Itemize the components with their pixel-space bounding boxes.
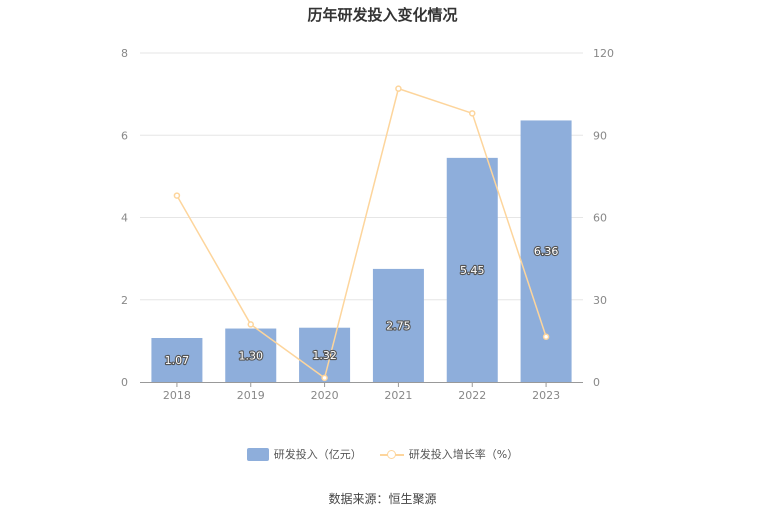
x-tick-label: 2021 bbox=[384, 389, 412, 402]
x-tick-label: 2022 bbox=[458, 389, 486, 402]
growth-line bbox=[176, 87, 547, 380]
y-left-tick-label: 0 bbox=[121, 376, 128, 389]
bar-data-label: 1.07 bbox=[165, 354, 190, 367]
bar-data-label: 6.36 bbox=[534, 245, 559, 258]
x-tick-label: 2019 bbox=[237, 389, 265, 402]
x-tick-label: 2020 bbox=[311, 389, 339, 402]
chart-title: 历年研发投入变化情况 bbox=[307, 6, 458, 24]
legend-item-growth-rate[interactable]: 研发投入增长率（%） bbox=[379, 446, 519, 462]
growth-point bbox=[173, 192, 181, 199]
y-left-tick-label: 2 bbox=[121, 294, 128, 307]
data-source-note: 数据来源：恒生聚源 bbox=[328, 492, 437, 506]
growth-point bbox=[247, 321, 254, 328]
x-tick-label: 2018 bbox=[163, 389, 191, 402]
y-right-tick-label: 0 bbox=[593, 376, 600, 389]
bar bbox=[446, 157, 498, 382]
y-right-tick-label: 120 bbox=[593, 47, 614, 60]
legend-swatch-line bbox=[379, 448, 404, 461]
y-right-tick-label: 90 bbox=[593, 129, 607, 142]
x-tick-label: 2023 bbox=[532, 389, 560, 402]
bar bbox=[151, 337, 203, 382]
growth-point bbox=[395, 85, 402, 92]
growth-point bbox=[321, 374, 328, 382]
chart-area: 0 2 4 6 8 0 30 60 90 120 2018 2019 2020 2021 2022 2023 1… bbox=[121, 47, 614, 402]
y-right-tick-label: 30 bbox=[593, 294, 607, 307]
legend-swatch-bar bbox=[246, 447, 269, 461]
legend: 研发投入（亿元） 研发投入增长率（%） bbox=[0, 446, 765, 462]
legend-label-rd-investment: 研发投入（亿元） bbox=[273, 448, 362, 461]
y-left-tick-label: 4 bbox=[121, 212, 128, 225]
bar-data-label: 5.45 bbox=[460, 264, 485, 277]
bar-data-label: 2.75 bbox=[386, 319, 411, 332]
bar bbox=[372, 268, 424, 382]
bar-data-label: 1.30 bbox=[239, 349, 264, 362]
bar-data-label: 1.32 bbox=[312, 349, 337, 362]
legend-label-growth-rate: 研发投入增长率（%） bbox=[408, 448, 519, 461]
growth-point bbox=[469, 110, 476, 117]
bar bbox=[299, 327, 351, 382]
y-right-tick-label: 60 bbox=[593, 212, 607, 225]
y-left-tick-label: 8 bbox=[121, 47, 128, 60]
growth-point bbox=[542, 333, 550, 341]
legend-item-rd-investment[interactable]: 研发投入（亿元） bbox=[246, 446, 362, 462]
y-left-tick-label: 6 bbox=[121, 129, 128, 142]
